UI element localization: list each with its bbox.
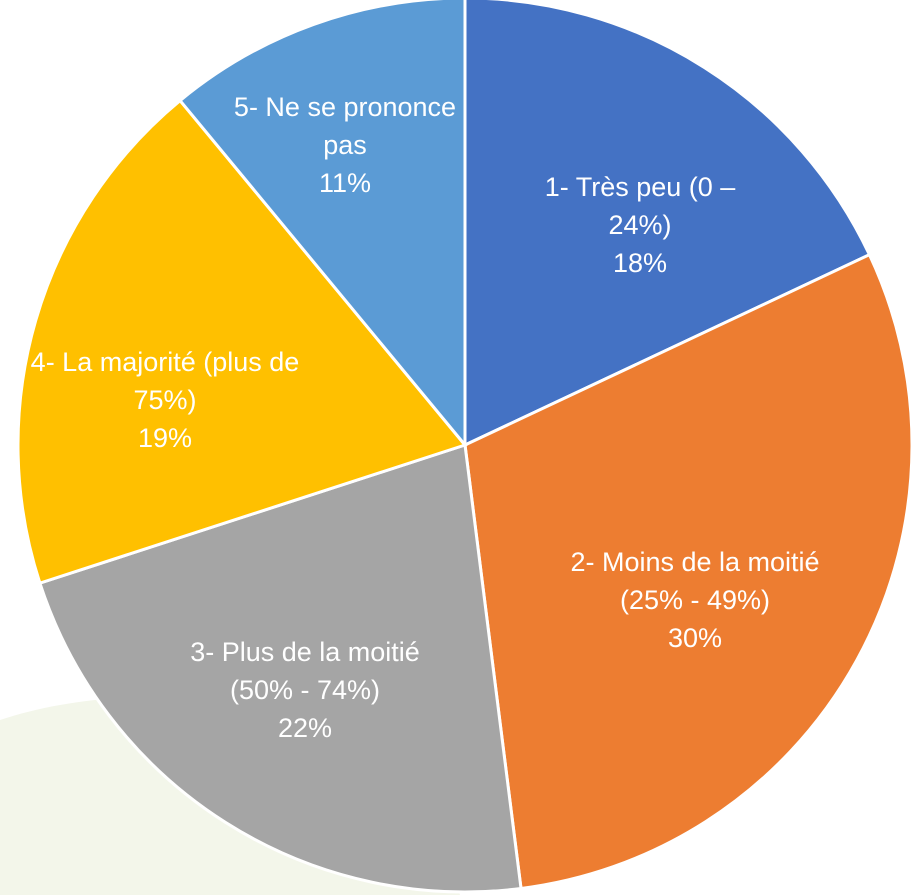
pie-slice: [463, 0, 872, 448]
value-label: 19%: [137, 423, 193, 453]
category-label: 4- La majorité (plus de 75%): [30, 347, 300, 415]
slice-label: 5- Ne se prononce pas 11%: [220, 88, 470, 202]
pie-slice: [177, 0, 467, 450]
category-label: 5- Ne se prononce pas: [233, 92, 457, 160]
slice-label: 1- Très peu (0 – 24%) 18%: [515, 168, 765, 282]
pie-slice: [463, 252, 914, 891]
category-label: 1- Très peu (0 – 24%): [544, 172, 736, 240]
value-label: 30%: [667, 623, 723, 653]
value-label: 11%: [318, 168, 372, 198]
slice-label: 3- Plus de la moitié (50% - 74%) 22%: [175, 633, 435, 747]
pie-slice: [16, 98, 468, 586]
slice-label: 2- Moins de la moitié (25% - 49%) 30%: [565, 543, 825, 657]
value-label: 22%: [277, 713, 333, 743]
value-label: 18%: [612, 248, 668, 278]
category-label: 3- Plus de la moitié (50% - 74%): [190, 637, 420, 705]
pie-slice: [37, 443, 523, 894]
slice-label: 4- La majorité (plus de 75%) 19%: [20, 343, 310, 457]
category-label: 2- Moins de la moitié (25% - 49%): [570, 547, 820, 615]
